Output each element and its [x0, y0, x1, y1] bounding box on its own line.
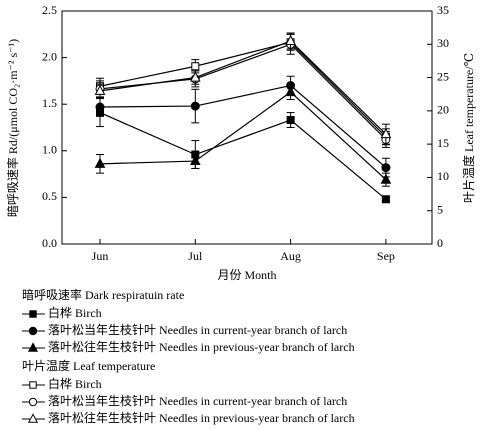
legend-label: 落叶松往年生枝针叶 Needles in previous-year branc… — [48, 410, 355, 425]
legend-marker — [29, 381, 37, 389]
series-line — [99, 112, 387, 200]
point — [94, 157, 106, 168]
y2-tick-label: 0 — [437, 236, 443, 250]
point — [191, 62, 200, 71]
point — [381, 195, 390, 204]
legend-marker — [29, 310, 37, 318]
y2-tick-label: 30 — [437, 36, 449, 50]
point — [189, 154, 201, 166]
y-tick-label: 1.5 — [42, 96, 57, 110]
series-line — [99, 84, 387, 169]
legend-label: 白桦 Birch — [48, 376, 102, 391]
point — [190, 101, 200, 111]
y2-tick-label: 15 — [437, 136, 449, 150]
series-line — [99, 91, 387, 181]
y-tick-label: 1.0 — [42, 143, 57, 157]
series-line — [99, 40, 387, 135]
legend-marker — [27, 413, 39, 423]
y-tick-label: 0.5 — [42, 189, 57, 203]
y2-tick-label: 10 — [437, 169, 449, 183]
x-tick-label: Sep — [377, 249, 395, 263]
point — [285, 34, 296, 45]
point — [94, 84, 106, 95]
point — [380, 173, 392, 184]
plot-frame — [61, 10, 433, 245]
point — [285, 86, 296, 97]
y2-tick-label: 20 — [437, 103, 449, 117]
legend-marker — [27, 342, 39, 352]
legend-title: 叶片温度 Leaf temperature — [22, 358, 155, 373]
legend-label: 落叶松当年生枝针叶 Needles in current-year branch… — [48, 322, 347, 337]
x-axis-label: 月份 Month — [217, 268, 276, 282]
legend-label: 落叶松当年生枝针叶 Needles in current-year branch… — [48, 393, 347, 408]
legend-marker — [28, 397, 38, 407]
x-tick-label: Jul — [188, 249, 203, 263]
point — [380, 128, 392, 139]
legend-marker — [28, 326, 38, 336]
series-line — [99, 41, 387, 138]
legend-label: 白桦 Birch — [48, 305, 102, 320]
point — [189, 71, 201, 82]
point — [381, 163, 391, 173]
x-tick-label: Aug — [280, 249, 301, 263]
y-tick-label: 0.0 — [42, 236, 57, 250]
point — [286, 116, 295, 125]
y-tick-label: 2.5 — [42, 3, 57, 17]
y2-tick-label: 25 — [437, 69, 449, 83]
legend-title: 暗呼吸速率 Dark respiratuin rate — [22, 287, 184, 302]
y2-tick-label: 5 — [437, 202, 443, 216]
y-axis-label: 暗呼吸速率 Rd/(μmol CO₂·m⁻² s⁻¹) — [5, 39, 20, 217]
x-tick-label: Jun — [92, 249, 109, 263]
point — [95, 102, 105, 112]
y-tick-label: 2.0 — [42, 49, 57, 63]
y2-tick-label: 35 — [437, 3, 449, 17]
legend-label: 落叶松往年生枝针叶 Needles in previous-year branc… — [48, 339, 355, 354]
y2-axis-label: 叶片温度 Leaf temperature/℃ — [461, 53, 476, 203]
